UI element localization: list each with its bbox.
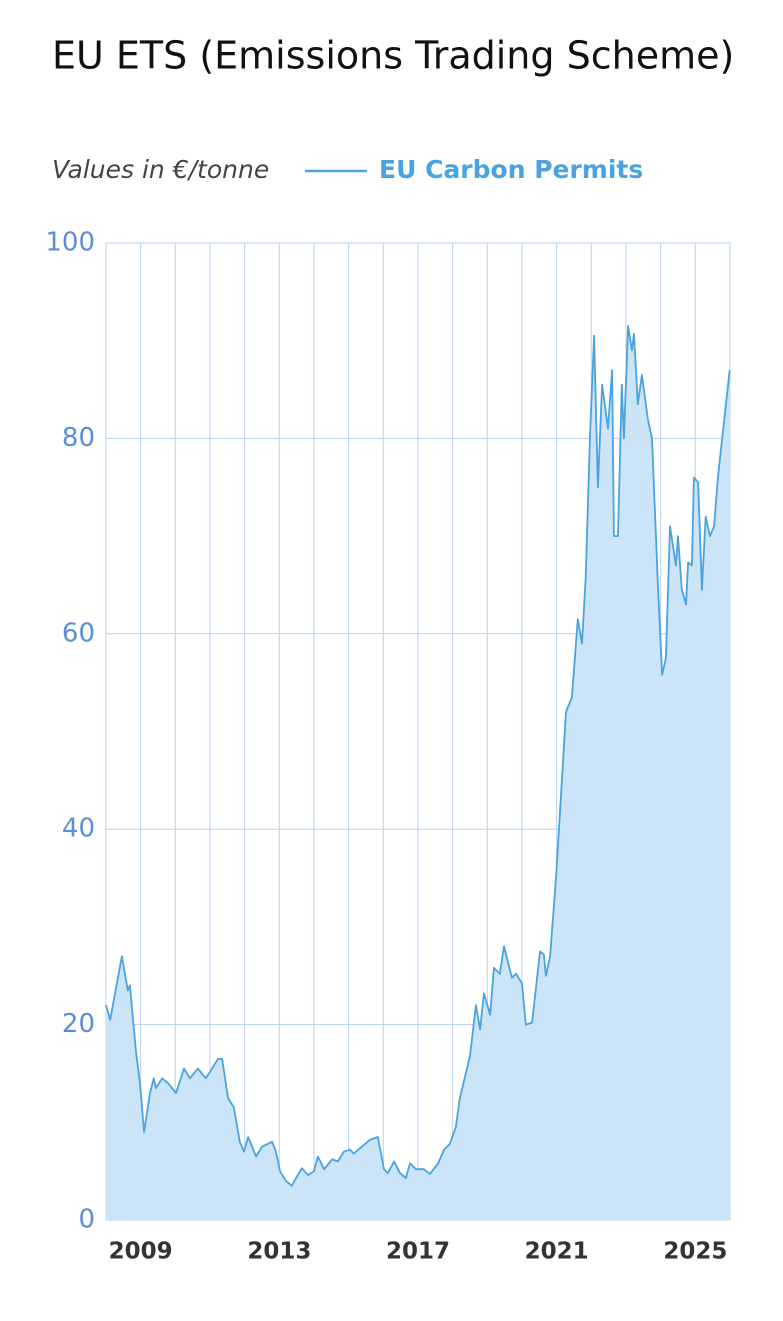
legend-label: EU Carbon Permits (379, 155, 643, 184)
x-tick-label: 2017 (386, 1239, 450, 1265)
y-tick-label: 0 (78, 1205, 95, 1235)
x-tick-label: 2021 (525, 1239, 589, 1265)
x-tick-label: 2025 (663, 1239, 727, 1265)
y-tick-label: 60 (62, 618, 95, 648)
area (106, 326, 730, 1220)
x-tick-label: 2013 (247, 1239, 311, 1265)
y-tick-label: 80 (62, 423, 95, 453)
y-tick-label: 100 (45, 228, 95, 258)
x-tick-label: 2009 (109, 1239, 173, 1265)
chart-title: EU ETS (Emissions Trading Scheme) (52, 34, 734, 78)
y-tick-label: 20 (62, 1009, 95, 1039)
subtitle: Values in €/tonne (52, 155, 269, 184)
y-tick-label: 40 (62, 814, 95, 844)
line (105, 325, 731, 1187)
